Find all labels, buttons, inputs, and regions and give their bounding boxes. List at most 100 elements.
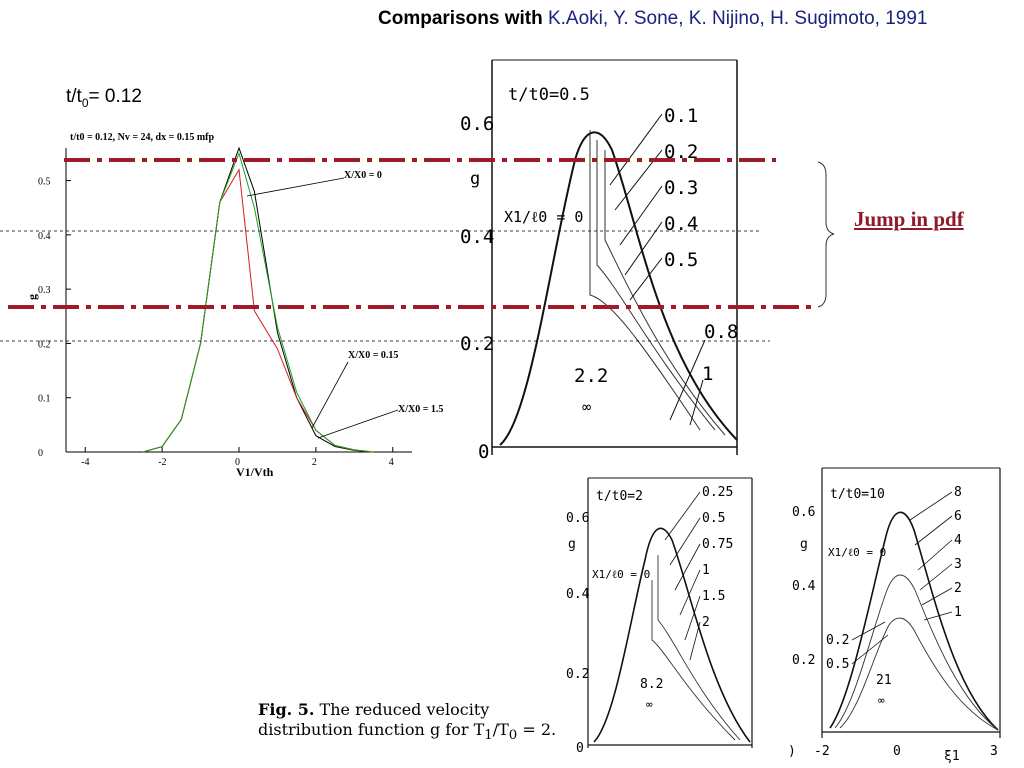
scan2-leader-01 (609, 113, 663, 186)
chart1-xtick-label: 0 (235, 457, 240, 468)
scan4-inner-curve (839, 617, 999, 731)
scan4-leader-05 (851, 634, 889, 665)
scan2-ylabel: g (470, 169, 480, 189)
scan3-envelope-curve (593, 527, 751, 743)
chart1-series-line-2 (142, 151, 374, 453)
caption-sub1: 1 (484, 728, 493, 744)
scan2-leader-08 (669, 339, 706, 421)
scan3-label-05: 0.5 (702, 511, 725, 526)
scan4-tick-edge: ) (788, 744, 796, 759)
scan2-title: t/t0=0.5 (508, 85, 590, 105)
caption-fig-number: Fig. 5. (258, 700, 315, 719)
scan2-ytick-02: 0.2 (460, 333, 494, 355)
scan4-xtick-0: 0 (893, 744, 901, 759)
annotation-x15: X/X0 = 1.5 (398, 404, 443, 415)
annotation-x0-leader (246, 177, 345, 197)
scan2-curve-a (589, 130, 701, 431)
chart1-xtick-label: 2 (312, 457, 317, 468)
scan4-label-05: 0.5 (826, 657, 849, 672)
time-label-value: = 0.12 (88, 86, 142, 107)
scan4-leader-4 (917, 539, 953, 571)
jump-brace (817, 161, 835, 308)
scan4-ytick-06: 0.6 (792, 505, 815, 520)
caption-end: = 2. (517, 720, 557, 739)
scan2-label-02: 0.2 (664, 141, 698, 163)
scan-chart-t05: t/t0=0.5 0.6 0.4 0.2 0 g X1/ℓ0 = 0 0.1 0… (460, 59, 738, 463)
scan4-leader-02 (851, 621, 886, 641)
annotation-x15-leader (317, 409, 399, 439)
scan2-curve-b (596, 140, 716, 431)
caption-mid: /T (492, 720, 509, 739)
scan4-ytick-04: 0.4 (792, 579, 816, 594)
scan3-label-2: 2 (702, 615, 710, 630)
chart1-ytick-label: 0.3 (38, 285, 51, 296)
scan3-label-075: 0.75 (702, 537, 733, 552)
scan2-label-05: 0.5 (664, 249, 698, 271)
scan3-label-1: 1 (702, 563, 710, 578)
simulation-chart: t/t0 = 0.12, Nv = 24, dx = 0.15 mfp -4 -2… (25, 132, 443, 479)
scan2-label-01: 0.1 (664, 105, 698, 127)
scan2-leader-03 (619, 185, 663, 246)
scan4-label-3: 3 (954, 557, 962, 572)
scan3-ylabel: g (568, 537, 576, 552)
annotation-x015: X/X0 = 0.15 (348, 350, 398, 361)
time-label: t/t0= 0.12 (66, 86, 142, 110)
scan4-label-02: 0.2 (826, 633, 849, 648)
scan3-curve-a (651, 580, 736, 741)
scan2-envelope-curve (499, 131, 738, 446)
scan4-label-8: 8 (954, 485, 962, 500)
chart1-ytick-label: 0.2 (38, 339, 51, 350)
scan2-ytick-04: 0.4 (460, 226, 494, 248)
time-label-sub: 0 (81, 95, 89, 110)
scan4-label-21: 21 (876, 673, 892, 688)
scan2-label-08: 0.8 (704, 321, 738, 343)
scan4-axis-note: X1/ℓ0 = 0 (828, 546, 886, 559)
chart1-xtick-label: -2 (158, 457, 166, 468)
scan2-label-04: 0.4 (664, 213, 698, 235)
scan3-label-82: 8.2 (640, 677, 663, 692)
scan4-leader-2 (921, 587, 953, 606)
jump-in-pdf-label: Jump in pdf (854, 207, 964, 231)
scan4-leader-3 (919, 563, 953, 591)
scan3-ytick-06: 0.6 (566, 511, 589, 526)
chart1-xtick-label: -4 (81, 457, 89, 468)
scan3-leader-075 (674, 543, 701, 591)
scan-chart-t2: t/t0=2 0.6 0.4 0.2 0 g X1/ℓ0 = 0 0.25 0.… (566, 477, 753, 756)
scan3-leader-025 (664, 491, 701, 541)
scan2-leader-05 (629, 257, 663, 301)
scan3-leader-05 (669, 517, 701, 566)
scan3-curve-b (657, 555, 741, 741)
scan3-ytick-0: 0 (576, 741, 584, 756)
scan4-outer-curve (829, 511, 999, 731)
scan2-ytick-0: 0 (478, 441, 489, 463)
time-label-main: t/t (66, 86, 82, 107)
scan2-label-03: 0.3 (664, 177, 698, 199)
chart1-ytick-label: 0.5 (38, 177, 51, 188)
scan-chart-t10: t/t0=10 0.6 0.4 0.2 g X1/ℓ0 = 0 8 6 4 3 … (788, 467, 1001, 764)
figure-caption: Fig. 5. The reduced velocity distributio… (258, 700, 558, 746)
chart1-xlabel: V1/Vth (236, 465, 274, 479)
scan4-leader-6 (914, 515, 953, 546)
scan4-ylabel: g (800, 537, 808, 552)
slide-title: Comparisons with K.Aoki, Y. Sone, K. Nij… (378, 8, 927, 30)
title-bold: Comparisons with (378, 8, 543, 29)
annotation-x0: X/X0 = 0 (344, 170, 382, 181)
scan2-label-inf: ∞ (582, 398, 591, 416)
chart1-ylabel: g (25, 294, 39, 300)
chart1-ytick-label: 0 (38, 448, 43, 459)
chart1-ytick-label: 0.4 (38, 231, 51, 242)
chart1-ytick-label: 0.1 (38, 394, 51, 405)
scan4-leader-1 (923, 611, 953, 621)
scan4-xtick-3: 3 (990, 744, 998, 759)
title-authors: K.Aoki, Y. Sone, K. Nijino, H. Sugimoto,… (542, 8, 928, 29)
scan4-leader-8 (909, 491, 953, 521)
scan4-ytick-02: 0.2 (792, 653, 815, 668)
scan2-label-22: 2.2 (574, 365, 608, 387)
scan3-leader-2 (689, 621, 701, 661)
scan4-xlabel: ξ1 (944, 749, 960, 764)
chart1-xtick-label: 4 (389, 457, 394, 468)
scan2-label-1: 1 (702, 363, 713, 385)
scan4-label-1: 1 (954, 605, 962, 620)
scan4-mid-curve (834, 574, 999, 731)
